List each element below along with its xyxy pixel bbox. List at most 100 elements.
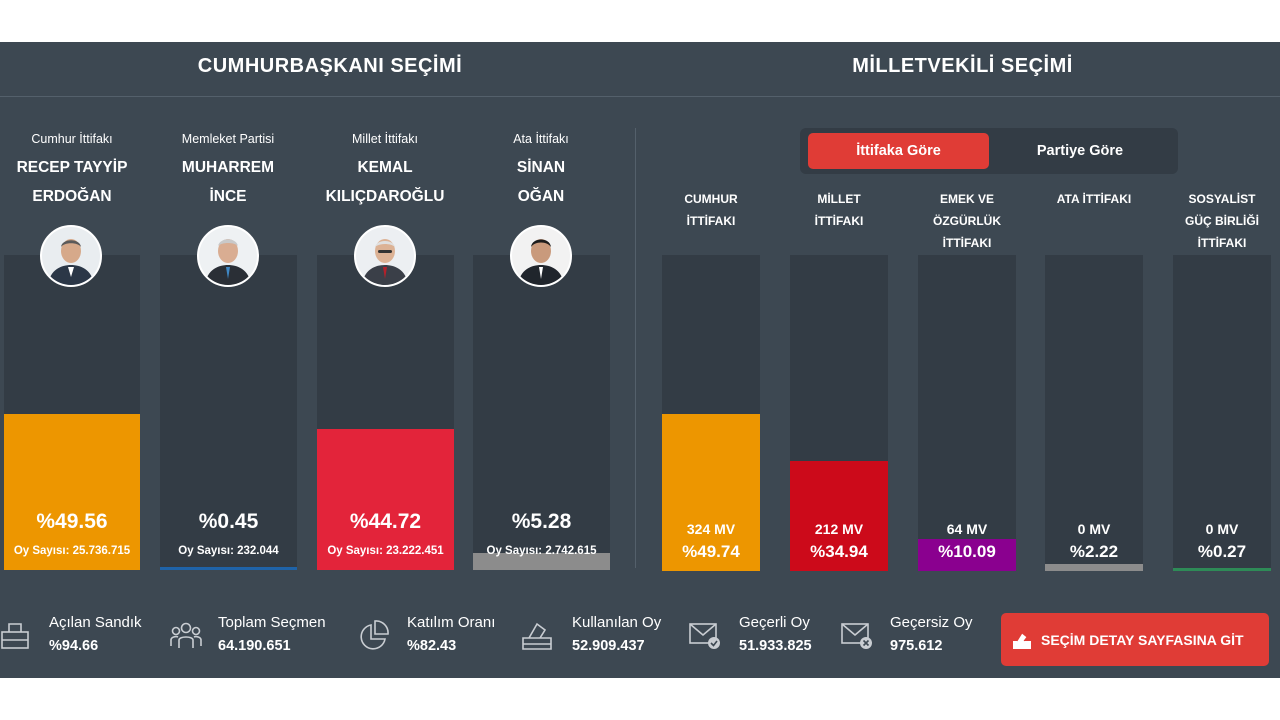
alliance-label-line: MİLLET bbox=[817, 192, 861, 206]
alliance-label: EMEK VE ÖZGÜRLÜK İTTİFAKI bbox=[912, 188, 1022, 254]
alliance-seats: 324 MV bbox=[686, 521, 736, 537]
ballot-drop-icon bbox=[522, 622, 552, 650]
candidate-name-first: KEMAL bbox=[357, 159, 413, 176]
alliance-seats: 0 MV bbox=[1205, 521, 1239, 537]
candidate-bar-fill bbox=[473, 553, 610, 570]
candidate-name-first: SİNAN bbox=[516, 159, 566, 176]
candidate-photo-avatar bbox=[510, 225, 572, 287]
candidate-votes: Oy Sayısı: 2.742.615 bbox=[486, 545, 597, 557]
candidate-bar[interactable]: %49.56 Oy Sayısı: 25.736.715 bbox=[4, 255, 140, 570]
candidate-photo-avatar bbox=[354, 225, 416, 287]
stat-label: Toplam Seçmen bbox=[218, 614, 326, 631]
stat-value: %82.43 bbox=[407, 638, 457, 654]
alliance-label: MİLLET İTTİFAKI bbox=[784, 188, 894, 232]
candidate-name-last: KILIÇDAROĞLU bbox=[325, 188, 445, 205]
ballot-box-icon bbox=[1, 623, 29, 649]
election-detail-button-label: SEÇİM DETAY SAYFASINA GİT bbox=[1041, 631, 1244, 648]
candidate-photo-avatar bbox=[40, 225, 102, 287]
stat-value: 975.612 bbox=[890, 638, 943, 654]
candidate-party: Cumhur İttifakı bbox=[31, 132, 113, 146]
ballot-box-icon bbox=[1013, 631, 1031, 649]
stat-label: Geçerli Oy bbox=[739, 614, 810, 631]
stat-turnout: Katılım Oranı %82.43 bbox=[356, 608, 506, 658]
alliance-bar-fill bbox=[790, 460, 888, 571]
election-detail-button[interactable]: SEÇİM DETAY SAYFASINA GİT bbox=[1001, 613, 1269, 666]
stat-opened-boxes: Açılan Sandık %94.66 bbox=[0, 608, 160, 658]
toggle-by-party[interactable]: Partiye Göre bbox=[1036, 143, 1124, 159]
stat-total-voters: Toplam Seçmen 64.190.651 bbox=[168, 608, 338, 658]
section-divider bbox=[635, 128, 636, 568]
alliance-seats: 64 MV bbox=[946, 521, 988, 537]
pie-chart-icon bbox=[360, 620, 389, 650]
stat-label: Katılım Oranı bbox=[407, 614, 496, 631]
stat-label: Geçersiz Oy bbox=[890, 614, 973, 631]
candidate-bar-fill bbox=[4, 413, 140, 570]
alliance-label: ATA İTTİFAKI bbox=[1039, 188, 1149, 210]
alliance-label-line: İTTİFAKI bbox=[1197, 236, 1247, 250]
stat-label: Kullanılan Oy bbox=[572, 614, 662, 631]
candidate-header: Millet İttifakı KEMAL KILIÇDAROĞLU bbox=[317, 132, 453, 211]
alliance-label-line: ÖZGÜRLÜK bbox=[933, 214, 1001, 228]
alliance-label-line: İTTİFAKI bbox=[942, 236, 992, 250]
alliance-label-line: SOSYALİST bbox=[1188, 192, 1256, 206]
candidate-name-last: OĞAN bbox=[517, 188, 565, 205]
candidate-bar[interactable]: %44.72 Oy Sayısı: 23.222.451 bbox=[317, 255, 454, 570]
candidate-bar-fill bbox=[160, 567, 297, 570]
alliance-label-line: CUMHUR bbox=[684, 192, 738, 206]
voters-group-icon bbox=[170, 622, 202, 648]
alliance-label: SOSYALİST GÜÇ BİRLİĞİ İTTİFAKI bbox=[1167, 188, 1277, 254]
alliance-bar[interactable]: 324 MV %49.74 bbox=[662, 255, 760, 571]
alliance-label-line: İTTİFAKI bbox=[686, 214, 736, 228]
candidate-votes: Oy Sayısı: 232.044 bbox=[178, 545, 279, 557]
candidate-bar-fill bbox=[317, 429, 454, 570]
parliamentary-title: MİLLETVEKİLİ SEÇİMİ bbox=[852, 55, 1073, 77]
alliance-label-line: GÜÇ BİRLİĞİ bbox=[1185, 214, 1259, 228]
candidate-party: Millet İttifakı bbox=[352, 132, 418, 146]
envelope-check-icon bbox=[689, 623, 720, 649]
header-divider bbox=[0, 96, 1280, 97]
alliance-percent: %0.27 bbox=[1197, 542, 1247, 561]
alliance-bar[interactable]: 0 MV %2.22 bbox=[1045, 255, 1143, 571]
candidate-percent: %0.45 bbox=[198, 510, 259, 533]
toggle-by-alliance[interactable]: İttifaka Göre bbox=[808, 133, 989, 169]
candidate-votes: Oy Sayısı: 23.222.451 bbox=[327, 545, 444, 557]
alliance-percent: %34.94 bbox=[810, 542, 868, 561]
candidate-name-first: MUHARREM bbox=[181, 159, 275, 176]
alliance-bar[interactable]: 212 MV %34.94 bbox=[790, 255, 888, 571]
alliance-bar-fill bbox=[1045, 564, 1143, 571]
stat-value: 64.190.651 bbox=[218, 638, 291, 654]
alliance-percent: %2.22 bbox=[1069, 542, 1119, 561]
alliance-label: CUMHUR İTTİFAKI bbox=[656, 188, 766, 232]
stat-valid-votes: Geçerli Oy 51.933.825 bbox=[688, 608, 838, 658]
candidate-photo-avatar bbox=[197, 225, 259, 287]
alliance-percent: %10.09 bbox=[938, 542, 996, 561]
candidate-name-last: İNCE bbox=[209, 188, 247, 205]
candidate-party: Ata İttifakı bbox=[513, 132, 569, 146]
stat-value: 51.933.825 bbox=[739, 638, 812, 654]
alliance-label-line: EMEK VE bbox=[939, 192, 994, 206]
view-toggle: İttifaka Göre Partiye Göre bbox=[800, 128, 1178, 174]
envelope-cross-icon bbox=[841, 623, 872, 649]
candidate-bar[interactable]: %0.45 Oy Sayısı: 232.044 bbox=[160, 255, 297, 570]
alliance-bar[interactable]: 64 MV %10.09 bbox=[918, 255, 1016, 571]
candidate-bar[interactable]: %5.28 Oy Sayısı: 2.742.615 bbox=[473, 255, 610, 570]
presidential-title: CUMHURBAŞKANI SEÇİMİ bbox=[197, 55, 463, 77]
candidate-percent: %5.28 bbox=[511, 510, 572, 533]
alliance-bar[interactable]: 0 MV %0.27 bbox=[1173, 255, 1271, 571]
alliance-seats: 0 MV bbox=[1077, 521, 1111, 537]
stat-value: %94.66 bbox=[49, 638, 99, 654]
stat-invalid-votes: Geçersiz Oy 975.612 bbox=[840, 608, 990, 658]
alliance-seats: 212 MV bbox=[814, 521, 864, 537]
alliance-label-line: ATA İTTİFAKI bbox=[1056, 192, 1132, 206]
stat-votes-cast: Kullanılan Oy 52.909.437 bbox=[520, 608, 680, 658]
alliance-percent: %49.74 bbox=[682, 542, 740, 561]
candidate-header: Memleket Partisi MUHARREM İNCE bbox=[160, 132, 296, 211]
candidate-header: Cumhur İttifakı RECEP TAYYİP ERDOĞAN bbox=[4, 132, 140, 211]
candidate-percent: %44.72 bbox=[349, 510, 422, 533]
candidate-header: Ata İttifakı SİNAN OĞAN bbox=[473, 132, 609, 211]
alliance-bar-fill bbox=[1173, 568, 1271, 571]
alliance-bar-fill bbox=[918, 539, 1016, 571]
alliance-bar-fill bbox=[662, 413, 760, 571]
candidate-percent: %49.56 bbox=[36, 510, 108, 533]
stat-label: Açılan Sandık bbox=[49, 614, 142, 631]
